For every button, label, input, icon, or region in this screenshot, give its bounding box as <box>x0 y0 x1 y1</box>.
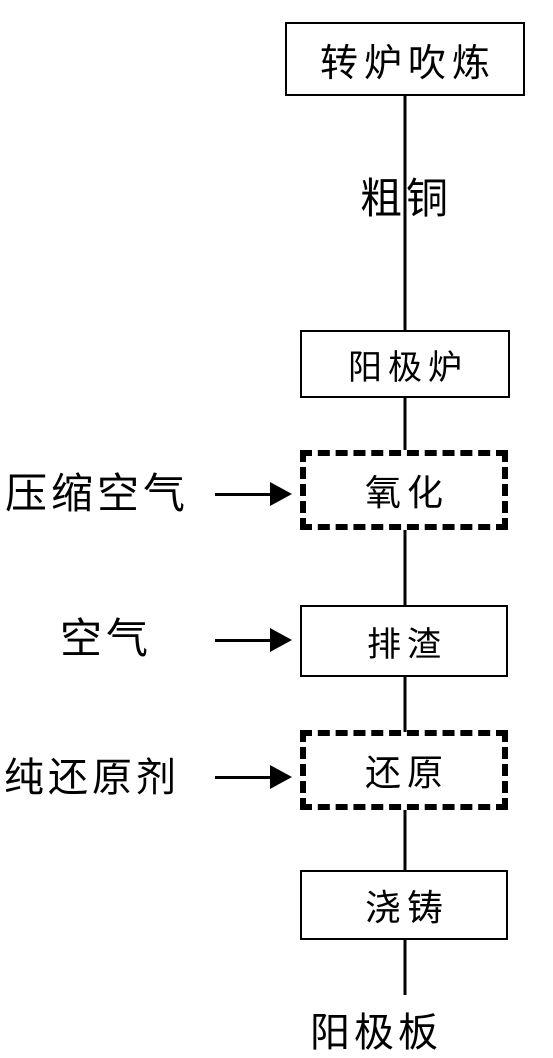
flowchart-container: 转炉吹炼 阳极炉 氧化 排渣 还原 浇铸 粗铜 阳极板 压缩空气 空气 <box>0 0 553 1039</box>
arrow-line <box>215 493 270 496</box>
arrow-compressed-air <box>215 482 292 506</box>
connector-line <box>404 398 407 450</box>
node-label: 转炉吹炼 <box>320 32 496 87</box>
node-label: 还原 <box>365 744 449 796</box>
input-air: 空气 <box>60 605 152 666</box>
arrow-pure-reductant <box>215 765 292 789</box>
edge-text: 阳极板 <box>310 1010 442 1055</box>
connector-line <box>404 940 407 995</box>
edge-label-anode-plate: 阳极板 <box>310 1000 442 1058</box>
edge-label-blister-copper: 粗铜 <box>360 165 452 226</box>
node-oxidation: 氧化 <box>300 450 508 530</box>
connector-line <box>404 810 407 870</box>
input-compressed-air: 压缩空气 <box>5 460 189 521</box>
arrow-line <box>215 639 270 642</box>
input-text: 纯还原剂 <box>4 755 180 800</box>
arrow-head-icon <box>270 765 292 789</box>
connector-line <box>404 677 407 732</box>
node-label: 排渣 <box>367 617 447 666</box>
node-label: 阳极炉 <box>348 340 468 389</box>
node-slag-removal: 排渣 <box>300 605 508 677</box>
input-text: 空气 <box>60 617 152 663</box>
arrow-air <box>215 628 292 652</box>
node-reduction: 还原 <box>300 730 508 810</box>
node-casting: 浇铸 <box>300 870 508 940</box>
input-pure-reductant: 纯还原剂 <box>4 745 180 803</box>
edge-text: 粗铜 <box>360 177 452 223</box>
node-anode-furnace: 阳极炉 <box>300 330 510 398</box>
arrow-head-icon <box>270 482 292 506</box>
node-label: 浇铸 <box>365 879 449 931</box>
arrow-head-icon <box>270 628 292 652</box>
node-converter-smelting: 转炉吹炼 <box>285 22 525 96</box>
node-label: 氧化 <box>365 464 449 516</box>
arrow-line <box>215 776 270 779</box>
input-text: 压缩空气 <box>5 472 189 518</box>
connector-line <box>404 530 407 605</box>
